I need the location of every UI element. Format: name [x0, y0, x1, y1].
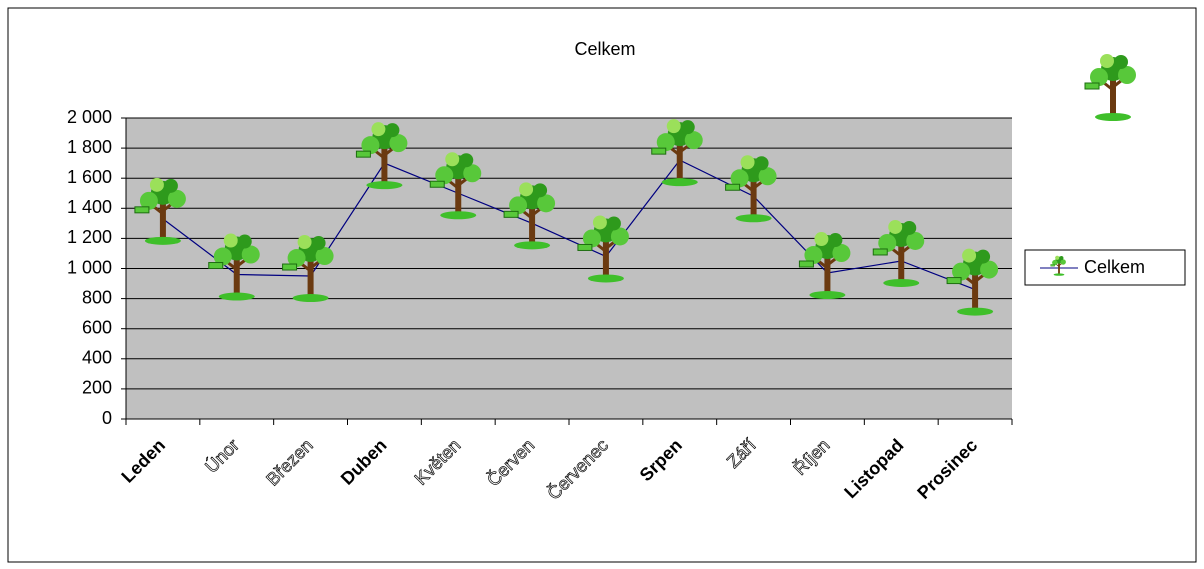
y-tick-label: 400	[82, 348, 112, 368]
y-tick-label: 1 800	[67, 137, 112, 157]
chart-title: Celkem	[574, 39, 635, 59]
y-tick-label: 1 200	[67, 227, 112, 247]
y-tick-label: 800	[82, 287, 112, 307]
y-tick-label: 1 000	[67, 257, 112, 277]
y-tick-label: 2 000	[67, 107, 112, 127]
y-tick-label: 600	[82, 317, 112, 337]
y-tick-label: 1 600	[67, 167, 112, 187]
y-tick-label: 200	[82, 378, 112, 398]
y-tick-label: 1 400	[67, 197, 112, 217]
series-line	[162, 159, 976, 291]
y-tick-label: 0	[102, 408, 112, 428]
legend-label: Celkem	[1084, 257, 1145, 277]
